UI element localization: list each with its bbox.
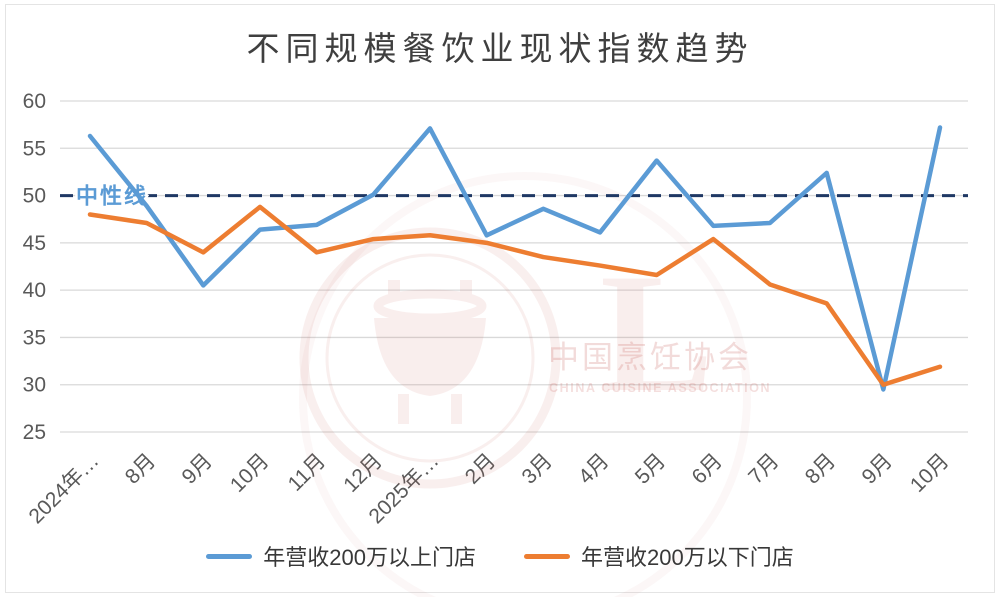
legend-label-above-2m: 年营收200万以上门店 — [263, 545, 476, 570]
legend-item-below-2m: 年营收200万以下门店 — [524, 540, 794, 572]
watermark-outer-ring — [299, 172, 751, 597]
watermark-org-name-cn: 中国烹饪协会 — [548, 340, 752, 375]
x-tick-label: 8月 — [801, 449, 840, 488]
cauldron-icon — [373, 280, 487, 424]
legend-item-above-2m: 年营收200万以上门店 — [206, 540, 476, 572]
legend-swatch-orange — [524, 553, 570, 559]
watermark-seal-ring — [299, 227, 561, 489]
series-line-1 — [87, 204, 943, 387]
y-tick-label: 55 — [23, 137, 46, 160]
data-series — [87, 125, 943, 392]
y-tick-label: 60 — [23, 90, 46, 113]
watermark-org-name-en: CHINA CUISINE ASSOCIATION — [549, 381, 771, 395]
x-tick-label: 2024年… — [25, 449, 104, 528]
neutral-reference-line: 中性线 — [60, 181, 968, 211]
y-tick-label: 35 — [23, 326, 46, 349]
x-tick-label: 4月 — [574, 449, 613, 488]
x-tick-label: 6月 — [687, 449, 726, 488]
watermark-seal-inner-ring — [325, 253, 535, 463]
y-tick-label: 50 — [23, 185, 46, 208]
x-tick-label: 10月 — [226, 449, 274, 497]
x-tick-label: 5月 — [631, 449, 670, 488]
y-tick-label: 30 — [23, 374, 46, 397]
legend: 年营收200万以上门店 年营收200万以下门店 — [0, 540, 1000, 572]
x-tick-label: 10月 — [906, 449, 954, 497]
x-tick-label: 9月 — [857, 449, 896, 488]
y-tick-label: 25 — [23, 421, 46, 444]
y-tick-label: 45 — [23, 232, 46, 255]
x-tick-label: 3月 — [517, 449, 556, 488]
series-line-0 — [87, 125, 943, 392]
watermark-logo: L 中国烹饪协会 CHINA CUISINE ASSOCIATION — [299, 172, 771, 597]
legend-label-below-2m: 年营收200万以下门店 — [581, 545, 794, 570]
y-tick-label: 40 — [23, 279, 46, 302]
x-tick-label: 9月 — [177, 449, 216, 488]
x-tick-label: 7月 — [744, 449, 783, 488]
x-tick-label: 8月 — [121, 449, 160, 488]
chart-title: 不同规模餐饮业现状指数趋势 — [246, 30, 754, 67]
legend-swatch-blue — [206, 553, 253, 559]
